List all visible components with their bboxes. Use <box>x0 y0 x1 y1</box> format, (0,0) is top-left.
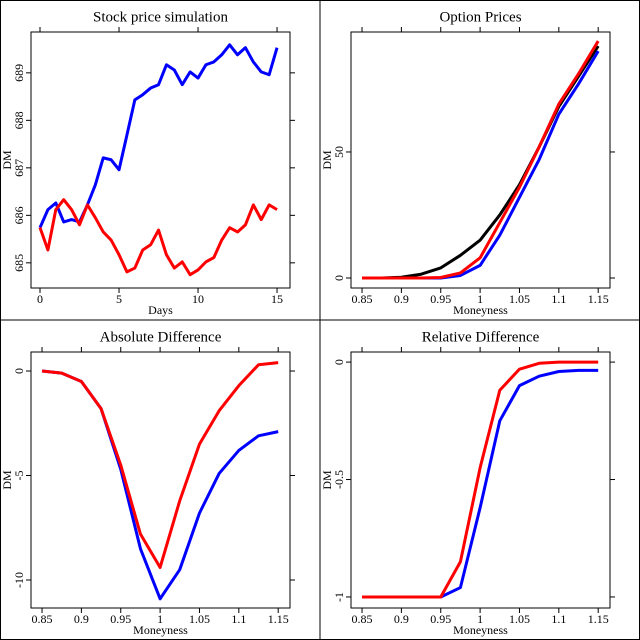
series-line <box>362 40 600 280</box>
plot-frame <box>30 31 291 289</box>
x-tick-label: 1.1 <box>551 292 566 306</box>
y-tick-label: -0.5 <box>332 470 346 489</box>
x-tick-label: 1.05 <box>509 292 530 306</box>
x-tick-label: 0.95 <box>430 292 451 306</box>
x-tick-label: 1.15 <box>588 292 609 306</box>
y-tick-label: -1 <box>332 592 346 602</box>
y-tick-label: 0 <box>332 275 346 281</box>
x-tick-label: 0.9 <box>394 292 409 306</box>
x-tick-label: 1 <box>477 612 483 626</box>
y-tick-label: -5 <box>12 471 26 481</box>
x-tick-label: 5 <box>116 292 122 306</box>
x-tick-label: 1.15 <box>268 612 289 626</box>
x-tick-label: 1.05 <box>189 612 210 626</box>
y-tick-label: 688 <box>12 111 26 129</box>
series-line <box>41 361 279 569</box>
x-tick-label: 0 <box>37 292 43 306</box>
x-tick-label: 1 <box>157 612 163 626</box>
x-tick-label: 0.95 <box>110 612 131 626</box>
x-tick-label: 10 <box>192 292 204 306</box>
chart-title: Relative Difference <box>422 329 540 345</box>
y-tick-label: 50 <box>332 146 346 158</box>
x-axis-label: Moneyness <box>453 623 508 637</box>
y-tick-label: 686 <box>12 206 26 224</box>
y-axis-label: DM <box>320 470 334 490</box>
x-axis-label: Days <box>148 303 173 317</box>
x-axis-label: Moneyness <box>133 623 188 637</box>
series-line <box>38 198 278 277</box>
x-tick-label: 0.85 <box>352 292 373 306</box>
x-tick-label: 1.15 <box>588 612 609 626</box>
y-axis-label: DM <box>0 470 14 490</box>
y-tick-label: 687 <box>12 159 26 177</box>
x-tick-label: 0.85 <box>32 612 53 626</box>
y-axis-label: DM <box>320 150 334 170</box>
x-tick-label: 1.1 <box>551 612 566 626</box>
x-tick-label: 1 <box>477 292 483 306</box>
x-tick-label: 1.1 <box>231 612 246 626</box>
x-tick-label: 0.85 <box>352 612 373 626</box>
chart-title: Absolute Difference <box>100 329 222 345</box>
series-line <box>362 360 599 599</box>
x-tick-label: 15 <box>271 292 283 306</box>
x-axis-label: Moneyness <box>453 303 508 317</box>
y-tick-label: 0 <box>332 359 346 365</box>
y-tick-label: 689 <box>12 64 26 82</box>
y-tick-label: 0 <box>12 368 26 374</box>
chart-title: Option Prices <box>439 9 521 25</box>
x-tick-label: 0.95 <box>430 612 451 626</box>
y-tick-label: 685 <box>12 254 26 272</box>
x-tick-label: 1.05 <box>509 612 530 626</box>
y-axis-label: DM <box>0 150 14 170</box>
x-tick-label: 0.9 <box>394 612 409 626</box>
y-tick-label: -10 <box>12 572 26 588</box>
chart-title: Stock price simulation <box>93 9 228 25</box>
x-tick-label: 0.9 <box>74 612 89 626</box>
